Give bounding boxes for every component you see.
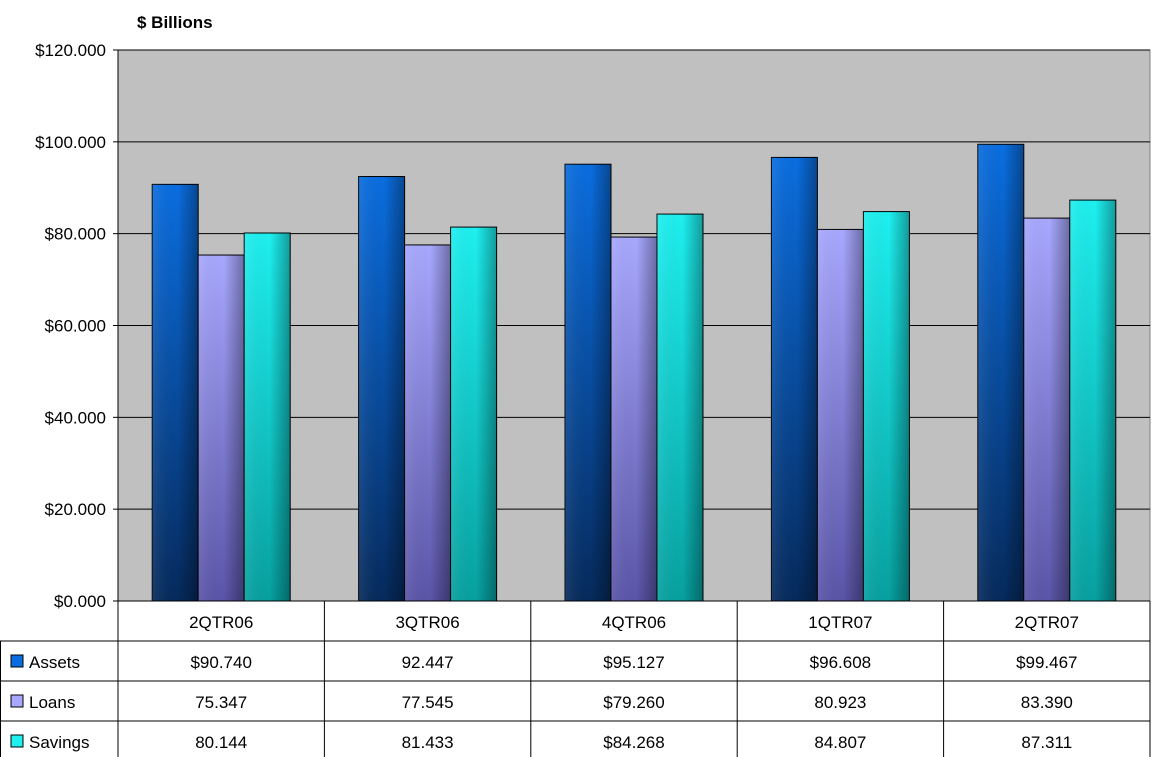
bar-shading <box>404 244 451 601</box>
data-label: 84.807 <box>814 733 866 752</box>
y-tick-label: $0.000 <box>54 592 106 611</box>
bars <box>151 143 1117 602</box>
bar-shading <box>450 227 497 602</box>
data-label: $99.467 <box>1016 653 1077 672</box>
bar-shading <box>863 211 910 601</box>
y-axis-label: $ Billions <box>137 13 213 32</box>
bar-shading <box>565 164 611 601</box>
bar-shading <box>152 184 199 601</box>
data-label: 80.923 <box>814 693 866 712</box>
data-label: $90.740 <box>190 653 251 672</box>
y-tick-label: $100.000 <box>35 133 106 152</box>
bar-shading <box>657 214 703 601</box>
legend-label-savings: Savings <box>29 733 89 752</box>
data-label: 77.545 <box>402 693 454 712</box>
legend-key-assets <box>10 654 24 668</box>
y-tick-label: $20.000 <box>45 500 106 519</box>
bar-shading <box>1069 200 1116 601</box>
data-label: 75.347 <box>195 693 247 712</box>
data-label: 80.144 <box>195 733 247 752</box>
legend-label-loans: Loans <box>29 693 75 712</box>
data-table: 2QTR06 3QTR06 4QTR06 1QTR07 2QTR07 Assets $90.… <box>0 600 1151 757</box>
data-label: $95.127 <box>603 653 664 672</box>
bar-shading <box>771 157 818 601</box>
x-tick-label: 2QTR06 <box>189 613 253 632</box>
data-label: 92.447 <box>402 653 454 672</box>
data-label: 83.390 <box>1021 693 1073 712</box>
legend-label-assets: Assets <box>29 653 80 672</box>
x-tick-label: 4QTR06 <box>602 613 666 632</box>
x-tick-label: 3QTR06 <box>395 613 459 632</box>
legend-key-savings <box>10 734 24 748</box>
legend-key-loans <box>10 694 24 708</box>
data-label: 87.311 <box>1021 733 1072 752</box>
bar-shading <box>244 233 291 601</box>
x-tick-label: 2QTR07 <box>1015 613 1079 632</box>
data-label: $96.608 <box>810 653 871 672</box>
y-tick-label: $80.000 <box>45 225 106 244</box>
bar-shading <box>817 229 864 601</box>
data-label: 81.433 <box>402 733 454 752</box>
y-axis-ticks: $0.000 $20.000 $40.000 $60.000 $80.000 $100.0… <box>35 41 119 611</box>
bar-shading <box>977 144 1024 601</box>
data-label: $79.260 <box>603 693 664 712</box>
y-tick-label: $60.000 <box>45 317 106 336</box>
bar-shading <box>611 237 657 601</box>
x-tick-label: 1QTR07 <box>808 613 872 632</box>
bar-shading <box>358 176 405 601</box>
data-label: $84.268 <box>603 733 664 752</box>
bar-shading <box>198 255 245 602</box>
y-tick-label: $120.000 <box>35 41 106 60</box>
y-tick-label: $40.000 <box>45 408 106 427</box>
bar-shading <box>1023 218 1070 601</box>
